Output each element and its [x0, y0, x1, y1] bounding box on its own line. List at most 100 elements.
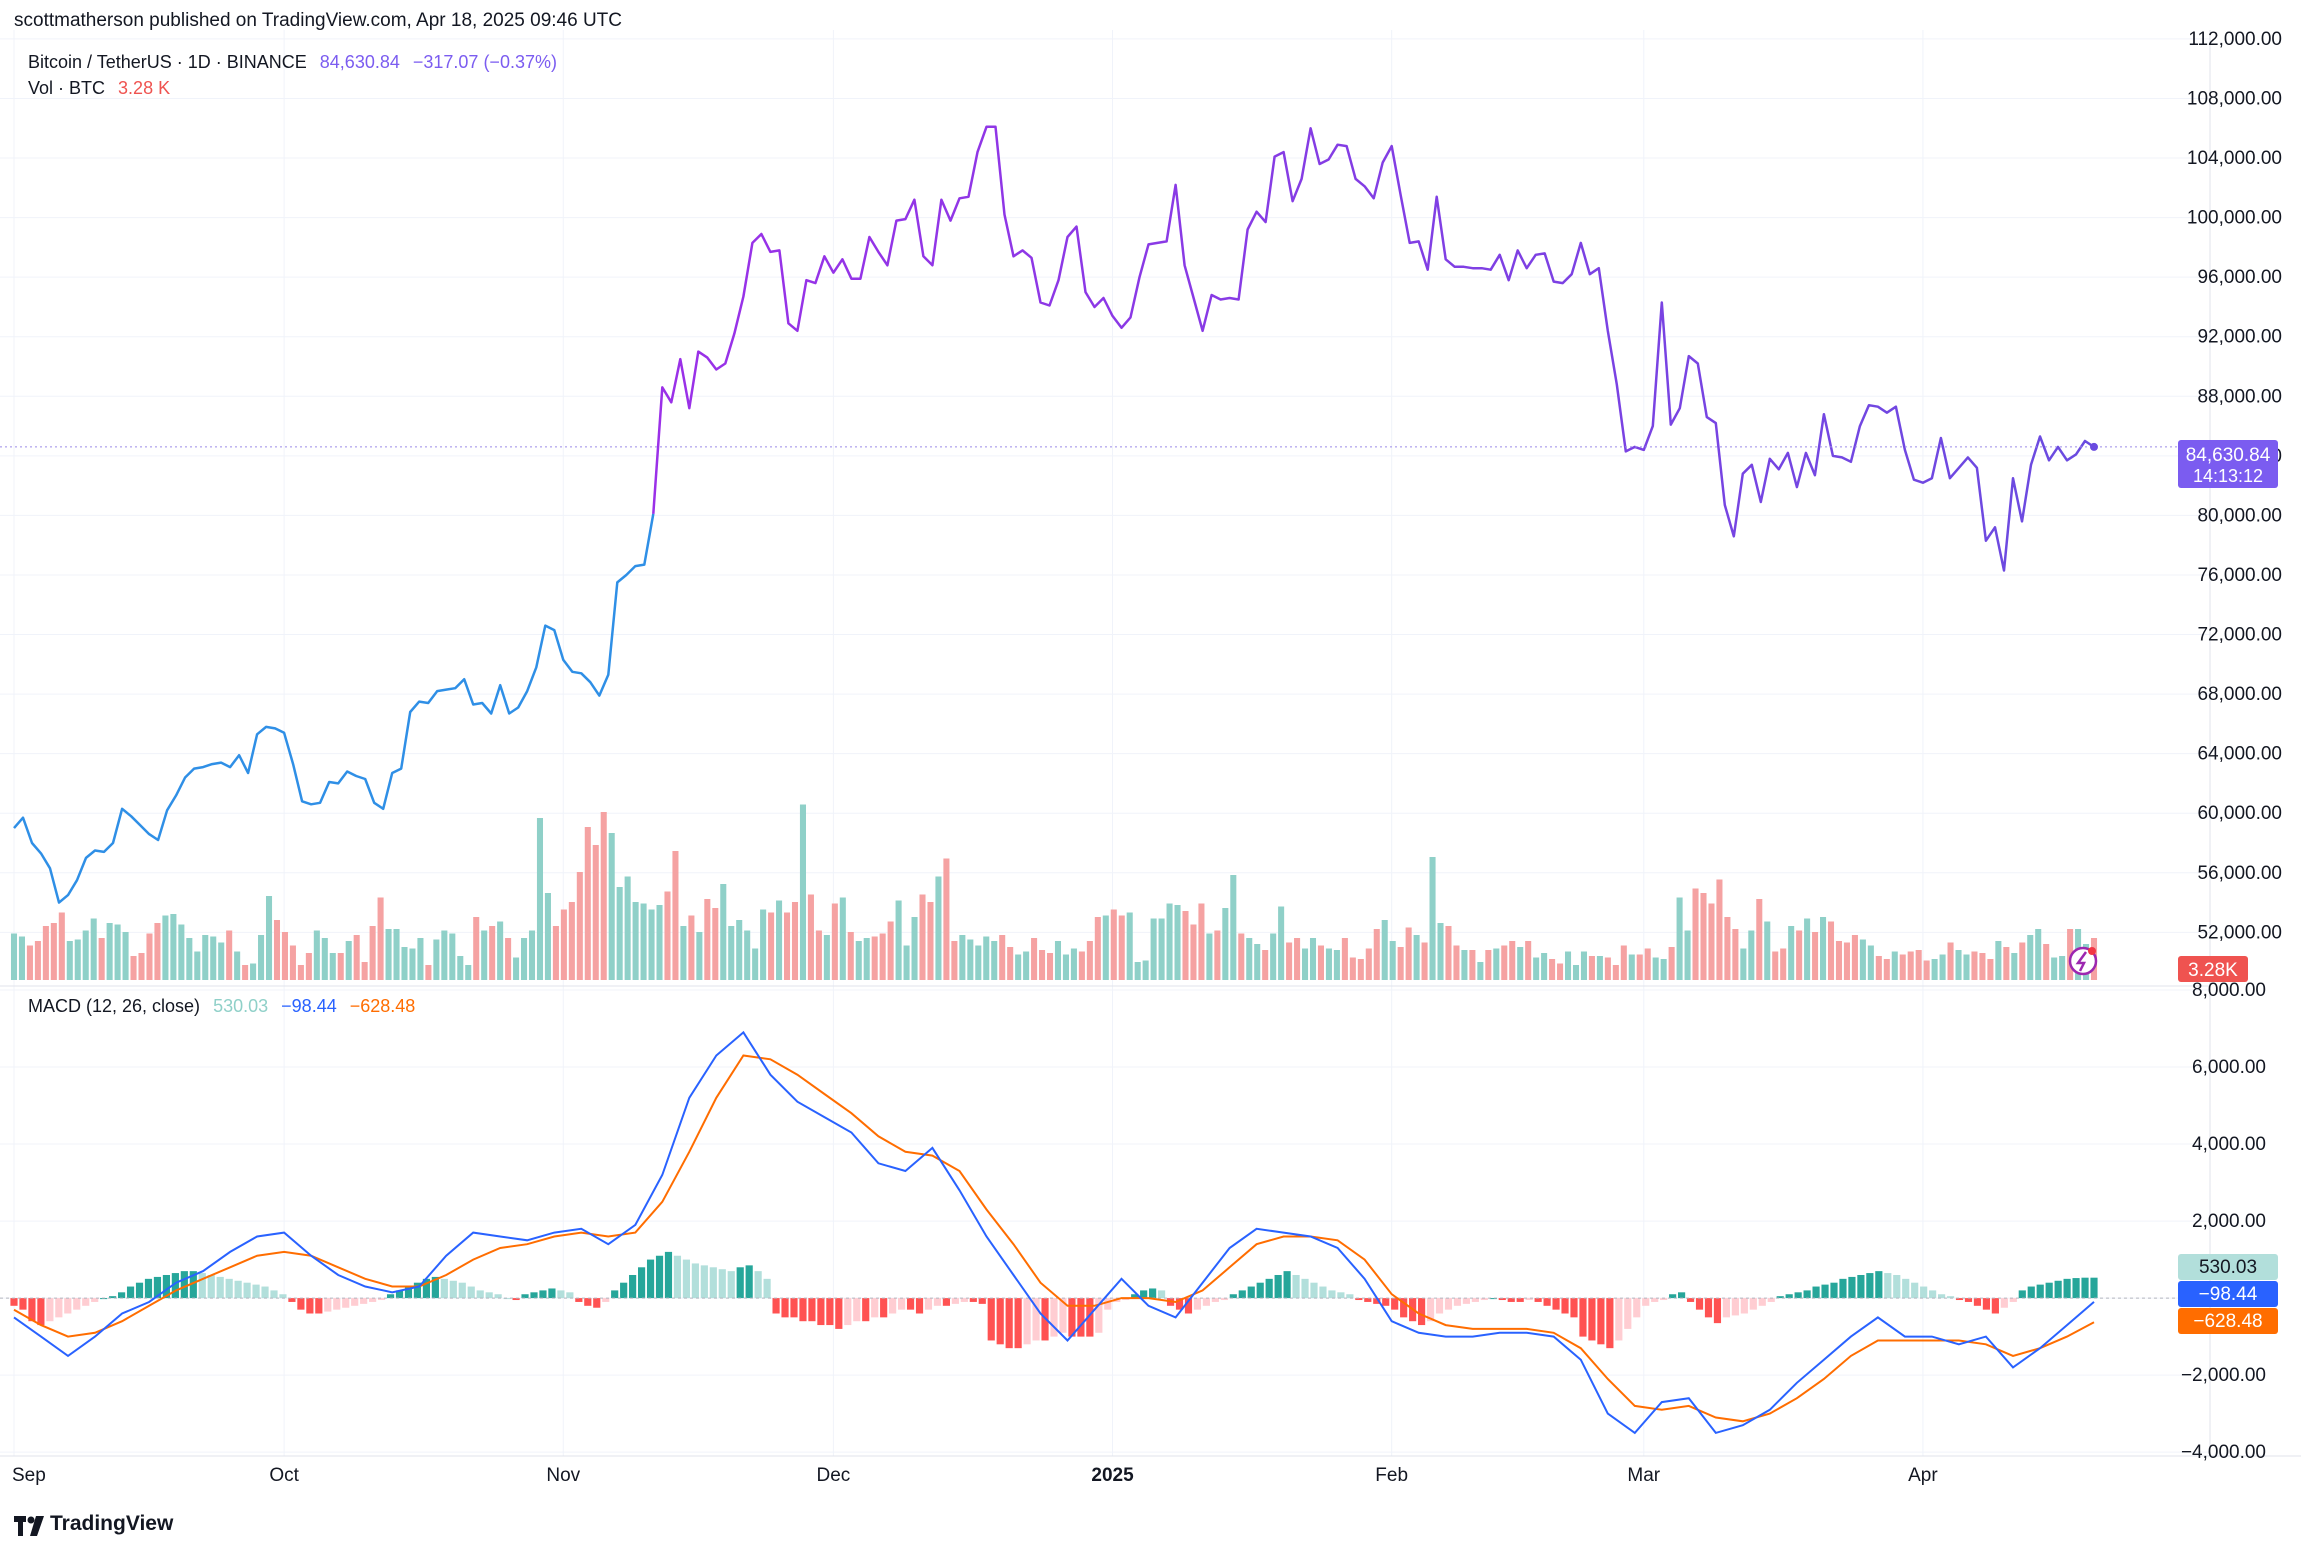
volume-bar: [1915, 950, 1922, 980]
macd-histogram-bar: [1149, 1288, 1157, 1299]
macd-axis-tick-label: −2,000.00: [2181, 1365, 2266, 1386]
volume-bar: [1668, 947, 1675, 980]
volume-bar: [146, 933, 153, 980]
volume-bar: [704, 899, 711, 980]
alert-icon[interactable]: [2068, 946, 2098, 976]
time-axis[interactable]: Sep Oct Nov Dec 2025 Feb Mar Apr: [12, 1465, 1938, 1486]
macd-histogram-bar: [315, 1298, 323, 1314]
volume-bar: [616, 887, 623, 980]
macd-axis[interactable]: 8,000.00 6,000.00 4,000.00 2,000.00 −2,000.0…: [2181, 980, 2266, 1463]
macd-histogram-bar: [135, 1282, 144, 1299]
volume-bar: [305, 953, 312, 980]
macd-legend[interactable]: MACD (12, 26, close) 530.03 −98.44 −628.…: [28, 996, 415, 1017]
macd-histogram-bar: [1794, 1292, 1802, 1299]
volume-bar: [1317, 945, 1325, 980]
volume-bar: [1023, 951, 1030, 980]
volume-bar: [624, 876, 631, 980]
volume-bar: [1126, 912, 1133, 980]
macd-histogram-bar: [1561, 1298, 1569, 1314]
macd-histogram-bar: [207, 1274, 215, 1299]
volume-bar: [1166, 903, 1173, 980]
macd-label: MACD (12, 26, close): [28, 996, 201, 1016]
volume-bar: [1182, 911, 1189, 980]
macd-histogram-bar: [2081, 1277, 2089, 1299]
macd-histogram-bar: [1014, 1298, 1022, 1349]
volume-bar: [2067, 929, 2074, 980]
volume-bar: [1931, 959, 1938, 980]
macd-histogram-bar: [1525, 1298, 1533, 1301]
volume-bar: [58, 912, 65, 980]
macd-histogram-bar: [1068, 1298, 1076, 1337]
volume-bar: [18, 936, 25, 980]
macd-histogram-bar: [1767, 1298, 1775, 1302]
price-axis-tick-label: 88,000.00: [2197, 386, 2282, 407]
macd-histogram-bar: [1337, 1292, 1345, 1299]
macd-histogram-bar: [1175, 1298, 1184, 1310]
macd-histogram-bar: [1104, 1298, 1112, 1310]
macd-histogram-bar: [2063, 1278, 2071, 1299]
macd-histogram-bar: [1552, 1298, 1560, 1310]
macd-histogram-bar: [1803, 1290, 1811, 1299]
macd-histogram-bar: [736, 1267, 744, 1299]
macd-histogram-bar: [799, 1298, 807, 1322]
macd-histogram-bar: [440, 1278, 448, 1299]
volume-bar: [1628, 954, 1635, 980]
volume-bar: [847, 932, 854, 980]
macd-histogram-bar: [1453, 1298, 1462, 1306]
volume-bar: [791, 902, 799, 980]
volume-bar: [1110, 909, 1117, 980]
volume-bar: [1859, 939, 1866, 980]
volume-bar: [584, 827, 591, 980]
macd-histogram-bar: [880, 1298, 888, 1318]
volume-bar: [1636, 954, 1643, 980]
macd-histogram-bar: [1740, 1298, 1748, 1314]
macd-histogram-bar: [1364, 1298, 1372, 1302]
volume-bar: [823, 935, 830, 980]
volume-legend[interactable]: Vol · BTC 3.28 K: [28, 78, 170, 99]
volume-bar: [943, 858, 950, 980]
macd-histogram-bar: [1435, 1298, 1444, 1314]
volume-bar: [2059, 956, 2066, 980]
volume-bar: [680, 926, 687, 980]
volume-bar: [513, 957, 520, 980]
price-axis-tick-label: 104,000.00: [2187, 148, 2282, 169]
macd-histogram-bar: [413, 1282, 422, 1299]
volume-bar: [951, 941, 958, 980]
volume-bar: [50, 923, 57, 980]
volume-bar: [1557, 963, 1564, 980]
volume-bar: [544, 893, 551, 980]
macd-histogram-bar: [700, 1265, 708, 1299]
price-axis[interactable]: 112,000.00 108,000.00 104,000.00 100,000.00…: [2187, 29, 2282, 943]
volume-bar: [1939, 954, 1946, 980]
volume-bar: [991, 941, 998, 980]
price-axis-tick-label: 60,000.00: [2197, 803, 2282, 824]
time-axis-tick-label: Feb: [1375, 1465, 1408, 1486]
volume-bar: [194, 951, 201, 980]
price-badge: 84,630.84 14:13:12: [2178, 440, 2278, 488]
macd-histogram-bar: [189, 1271, 197, 1299]
volume-bar: [1692, 888, 1699, 980]
volume-bar: [528, 930, 536, 980]
macd-histogram-bar: [126, 1286, 135, 1299]
macd-histogram-bar: [1095, 1298, 1103, 1333]
volume-bar: [815, 930, 822, 980]
macd-histogram-bar: [1938, 1294, 1946, 1299]
macd-histogram-bar: [682, 1259, 690, 1299]
volume-bar: [1286, 942, 1293, 980]
macd-histogram-bar: [620, 1282, 628, 1299]
volume-bar: [783, 912, 791, 980]
volume-bar: [313, 930, 320, 980]
volume-bar: [42, 926, 49, 980]
macd-histogram-bar: [1471, 1298, 1479, 1302]
macd-histogram-bar: [1489, 1298, 1497, 1300]
volume-bar: [1246, 938, 1253, 980]
macd-histogram-bar: [521, 1294, 529, 1299]
symbol-legend[interactable]: Bitcoin / TetherUS · 1D · BINANCE 84,630…: [28, 52, 557, 73]
macd-histogram-bar: [2054, 1280, 2062, 1299]
macd-histogram-bar: [180, 1271, 188, 1299]
macd-histogram-bar: [1660, 1298, 1668, 1301]
macd-histogram-bar: [1140, 1290, 1148, 1299]
volume-bar: [1517, 947, 1524, 980]
volume-bar: [600, 812, 607, 980]
